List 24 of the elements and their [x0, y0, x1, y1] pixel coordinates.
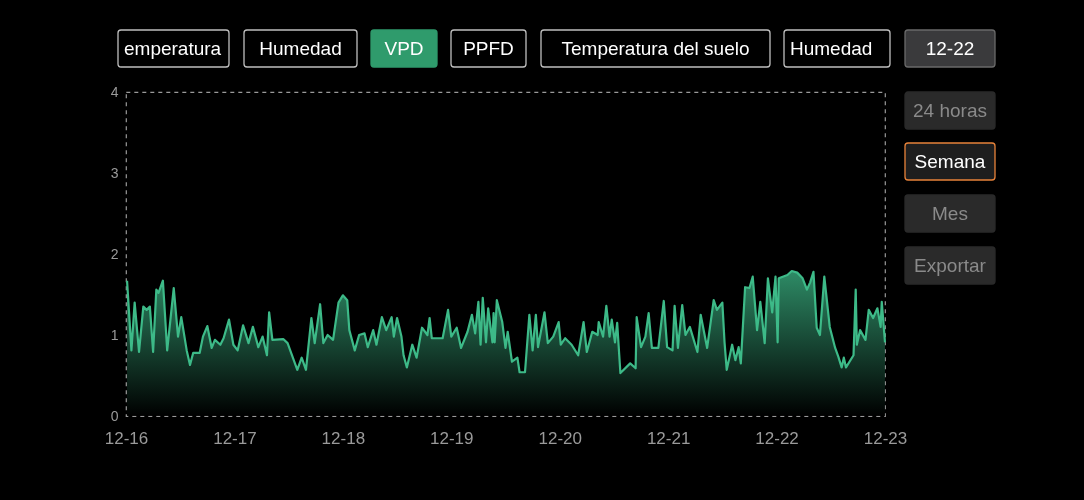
text: VPD	[384, 37, 424, 59]
text: emperatura	[124, 37, 222, 59]
x-tick-label: 12-18	[321, 428, 366, 448]
x-tick-label: 12-20	[538, 428, 582, 448]
text: Exportar	[914, 254, 987, 276]
text: Humedad	[259, 37, 342, 59]
text: PPFD	[463, 37, 514, 59]
text: Mes	[932, 202, 968, 224]
x-tick-label: 12-22	[755, 428, 799, 448]
x-tick-label: 12-17	[213, 428, 257, 448]
y-tick-label: 0	[110, 407, 119, 424]
x-tick-label: 12-19	[430, 428, 474, 448]
x-tick-label: 12-21	[646, 428, 691, 448]
text: 24 horas	[913, 99, 987, 121]
x-tick-label: 12-16	[104, 428, 149, 448]
y-tick-label: 4	[110, 83, 119, 100]
x-tick-label: 12-23	[863, 428, 908, 448]
y-tick-label: 3	[110, 164, 119, 181]
text: Humedad	[790, 37, 873, 59]
text: 12-22	[925, 37, 975, 59]
y-tick-label: 2	[110, 245, 119, 262]
y-tick-label: 1	[110, 326, 119, 343]
text: Semana	[914, 150, 986, 172]
text: Temperatura del suelo	[561, 37, 750, 59]
